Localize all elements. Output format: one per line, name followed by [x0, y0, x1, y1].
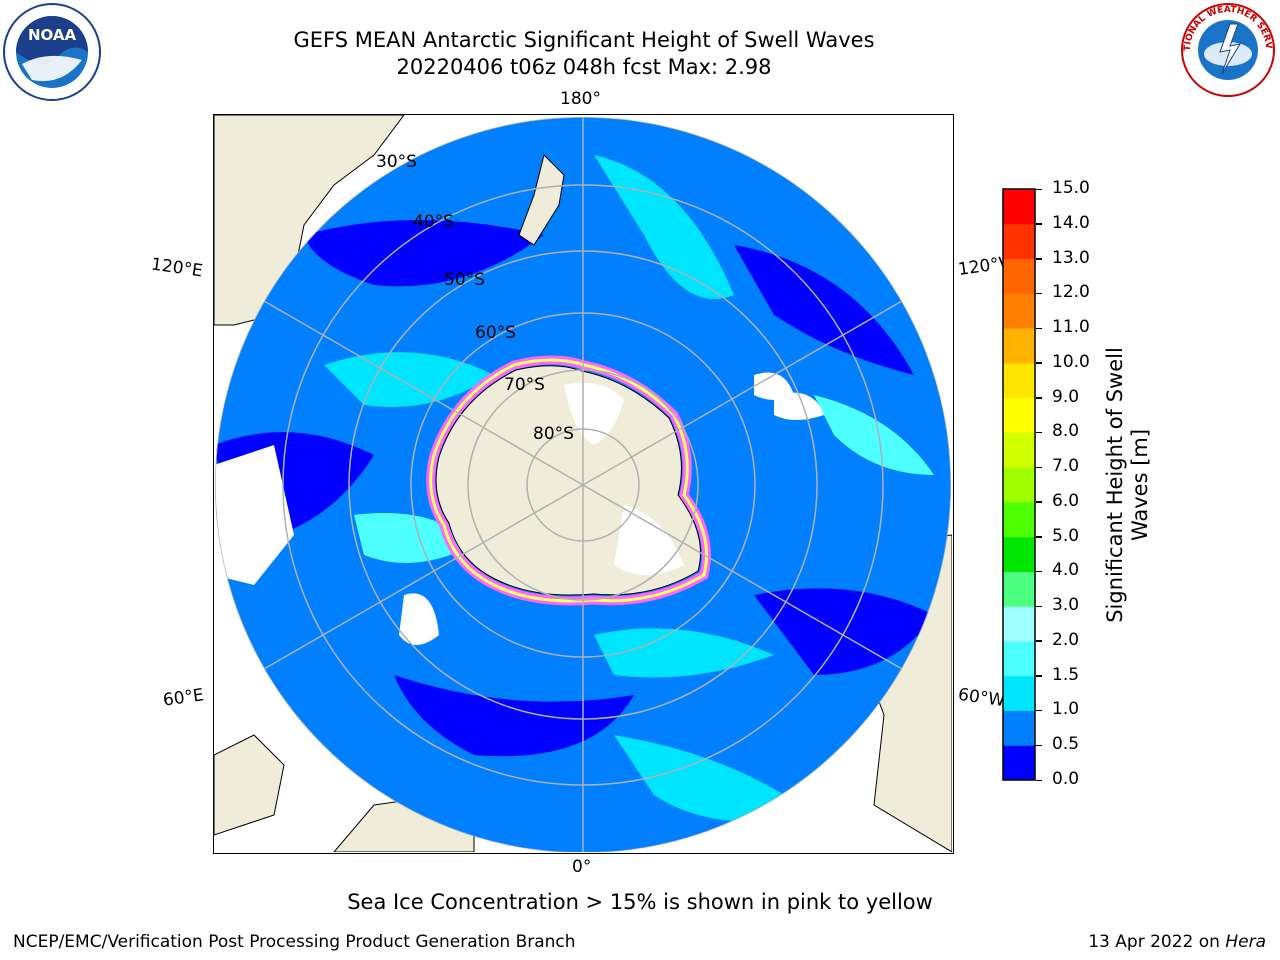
colorbar-tick-mark — [1036, 431, 1042, 434]
lat-label-60s: 60°S — [475, 323, 516, 343]
colorbar-tick-label: 5.0 — [1052, 525, 1080, 546]
map-frame — [213, 114, 954, 854]
colorbar-segment — [1003, 710, 1035, 746]
svg-text:NOAA: NOAA — [28, 26, 77, 44]
colorbar-tick-mark — [1036, 397, 1042, 399]
lat-label-80s: 80°S — [533, 424, 574, 444]
colorbar-tick-mark — [1036, 536, 1042, 538]
lon-label-120e: 120°E — [149, 254, 204, 282]
colorbar-tick-mark — [1036, 640, 1042, 642]
colorbar-tick-mark — [1036, 501, 1042, 503]
colorbar-tick-label: 11.0 — [1052, 317, 1090, 338]
chart-subtitle: 20220406 t06z 048h fcst Max: 2.98 — [396, 55, 772, 79]
colorbar — [1002, 188, 1036, 781]
colorbar-tick-mark — [1036, 570, 1042, 573]
lat-label-40s: 40°S — [413, 212, 454, 232]
colorbar-tick-mark — [1036, 744, 1042, 747]
nws-logo: NATIONAL WEATHER SERVICE — [1178, 2, 1275, 97]
colorbar-tick-mark — [1036, 223, 1042, 225]
colorbar-segment — [1003, 397, 1035, 433]
colorbar-segment — [1003, 675, 1035, 711]
colorbar-tick-label: 6.0 — [1052, 490, 1080, 511]
colorbar-segment — [1003, 293, 1035, 329]
colorbar-tick-label: 13.0 — [1052, 247, 1090, 268]
polar-map — [213, 114, 953, 853]
colorbar-tick-label: 10.0 — [1052, 351, 1090, 372]
colorbar-tick-mark — [1036, 362, 1042, 364]
colorbar-tick-mark — [1036, 779, 1042, 781]
low-swell-region — [394, 675, 634, 757]
lon-label-180: 180° — [560, 89, 601, 109]
colorbar-tick-label: 8.0 — [1052, 421, 1080, 442]
lon-label-60e: 60°E — [161, 685, 206, 711]
colorbar-tick-label: 3.0 — [1052, 595, 1080, 616]
colorbar-segment — [1003, 501, 1035, 538]
colorbar-segment — [1003, 745, 1035, 781]
colorbar-label: Significant Height of Swell Waves [m] — [1103, 347, 1153, 623]
colorbar-tick-label: 0.0 — [1052, 769, 1080, 789]
colorbar-tick-label: 1.5 — [1052, 664, 1080, 685]
colorbar-label-line2: Waves [m] — [1128, 428, 1152, 542]
colorbar-segment — [1003, 258, 1035, 294]
colorbar-segment — [1003, 328, 1035, 364]
colorbar-tick-label: 1.0 — [1052, 699, 1080, 720]
run-date-prefix: 13 Apr 2022 on — [1088, 932, 1226, 952]
run-host: Hera — [1225, 932, 1266, 952]
weddell-ice-shelf — [614, 505, 684, 575]
no-data-patch — [399, 593, 439, 645]
graticule — [215, 117, 951, 853]
sea-ice-note: Sea Ice Concentration > 15% is shown in … — [347, 890, 933, 914]
colorbar-tick-label: 7.0 — [1052, 456, 1080, 477]
run-date: 13 Apr 2022 on Hera — [1088, 932, 1266, 952]
lat-label-50s: 50°S — [444, 270, 485, 290]
sea-ice-core — [429, 358, 708, 603]
swell-band — [324, 352, 494, 407]
colorbar-segment — [1003, 467, 1035, 503]
colorbar-segment — [1003, 536, 1035, 572]
no-data-patch — [774, 392, 824, 420]
colorbar-tick-label: 12.0 — [1052, 282, 1090, 303]
colorbar-segment — [1003, 362, 1035, 399]
colorbar-segment — [1003, 606, 1035, 642]
colorbar-tick-mark — [1036, 709, 1042, 712]
colorbar-segment — [1003, 223, 1035, 260]
colorbar-tick-label: 14.0 — [1052, 212, 1090, 233]
colorbar-segment — [1003, 571, 1035, 607]
new-zealand-land — [518, 154, 565, 246]
swell-band — [594, 628, 774, 678]
producer-credit: NCEP/EMC/Verification Post Processing Pr… — [13, 932, 576, 952]
no-data-patch — [215, 445, 294, 585]
swell-band — [814, 395, 934, 475]
lon-label-60w: 60°W — [956, 684, 1007, 712]
colorbar-outline — [1002, 188, 1036, 781]
colorbar-tick-label: 4.0 — [1052, 560, 1080, 581]
colorbar-tick-mark — [1036, 466, 1042, 469]
colorbar-segment — [1003, 189, 1035, 225]
lon-label-0: 0° — [572, 857, 592, 877]
colorbar-tick-mark — [1036, 327, 1042, 330]
lat-label-30s: 30°S — [376, 152, 417, 172]
colorbar-tick-mark — [1036, 188, 1042, 190]
colorbar-tick-mark — [1036, 675, 1042, 677]
lat-label-70s: 70°S — [504, 375, 545, 395]
colorbar-tick-mark — [1036, 258, 1042, 260]
madagascar-land — [213, 734, 285, 836]
colorbar-tick-label: 0.5 — [1052, 734, 1080, 755]
colorbar-tick-label: 15.0 — [1052, 178, 1090, 198]
colorbar-tick-mark — [1036, 605, 1042, 608]
colorbar-tick-label: 2.0 — [1052, 629, 1080, 650]
noaa-logo: NOAA — [3, 3, 101, 101]
swell-band — [614, 735, 814, 822]
colorbar-tick-label: 9.0 — [1052, 386, 1080, 407]
australia-land — [213, 114, 405, 326]
colorbar-tick-mark — [1036, 292, 1042, 295]
colorbar-segment — [1003, 432, 1035, 468]
low-swell-region — [304, 220, 544, 287]
chart-title: GEFS MEAN Antarctic Significant Height o… — [293, 28, 875, 52]
colorbar-label-line1: Significant Height of Swell — [1103, 347, 1127, 623]
swell-band — [594, 155, 734, 299]
colorbar-segment — [1003, 640, 1035, 677]
low-swell-region — [734, 245, 914, 375]
